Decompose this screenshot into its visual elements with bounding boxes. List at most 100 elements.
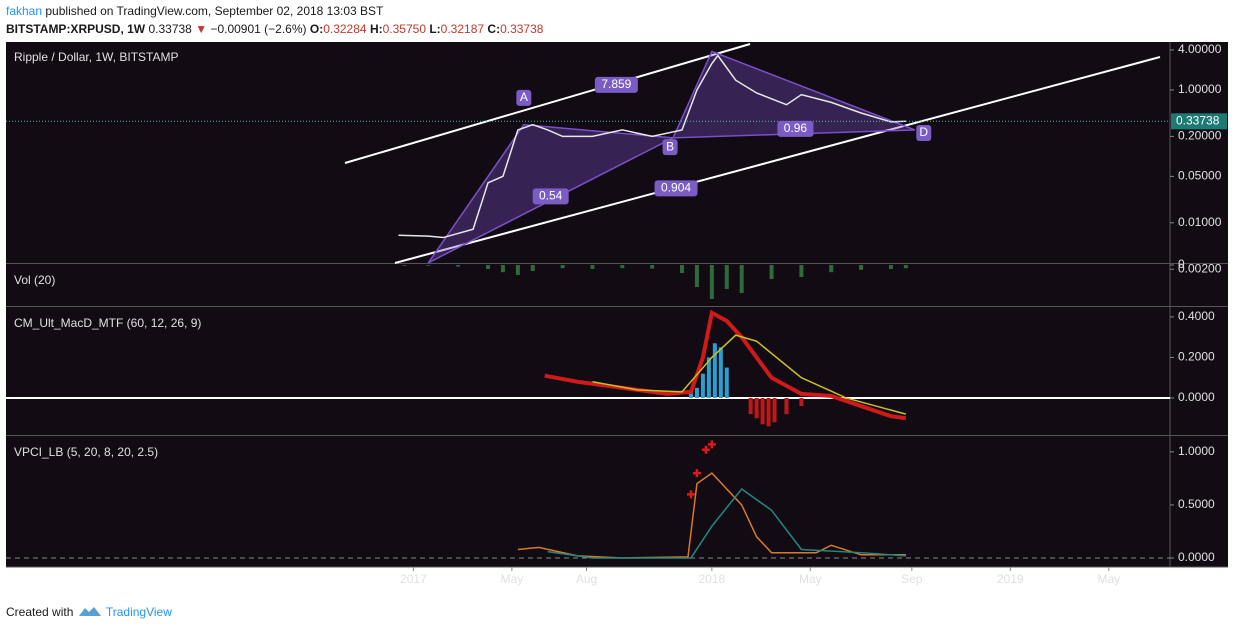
bar [515, 265, 520, 275]
l-label: L: [429, 22, 441, 36]
last-price-label: 0.33738 [1176, 113, 1220, 127]
y-tick-label: 0.2000 [1178, 350, 1215, 364]
annotation: 0.904 [661, 181, 691, 195]
bar [739, 265, 744, 293]
bar [829, 265, 834, 273]
annotation: A [520, 90, 528, 104]
close: 0.33738 [500, 22, 544, 36]
annotation: D [919, 125, 928, 139]
author[interactable]: fakhan [6, 4, 43, 18]
annotation: 7.859 [601, 77, 631, 91]
bar [718, 347, 723, 398]
symbol-line: BITSTAMP:XRPUSD, 1W 0.33738 ▼ −0.00901 (… [6, 22, 543, 36]
footer: Created with TradingView [6, 604, 172, 619]
created: Created with [6, 605, 74, 619]
change: −0.00901 (−2.6%) [210, 22, 307, 36]
y-tick-label: 0.00200 [1178, 261, 1222, 275]
y-tick-label: 1.0000 [1178, 444, 1215, 458]
o-label: O: [309, 22, 324, 36]
symbol: BITSTAMP:XRPUSD, 1W [6, 22, 146, 36]
y-tick-label: 4.00000 [1178, 42, 1222, 56]
chart-bg [6, 42, 1228, 567]
signal-marker [692, 469, 701, 478]
bar [700, 373, 705, 398]
bar [650, 265, 655, 269]
y-tick-label: 0.0000 [1178, 390, 1215, 404]
bar [709, 265, 714, 299]
bar [680, 265, 685, 273]
bar [560, 265, 565, 269]
h-label: H: [369, 22, 383, 36]
annotation-box [654, 180, 698, 197]
bar [694, 265, 699, 287]
y-tick-label: 0.01000 [1178, 215, 1222, 229]
signal-marker [707, 440, 716, 449]
bar [799, 265, 804, 277]
bar [859, 265, 864, 270]
pane-title: Ripple / Dollar, 1W, BITSTAMP [14, 50, 179, 64]
bar [724, 265, 729, 289]
annotation-box [662, 139, 678, 156]
bar [486, 265, 491, 269]
y-tick-label: 0.20000 [1178, 129, 1222, 143]
annotation-box [777, 120, 814, 137]
open: 0.32284 [323, 22, 367, 36]
annotation-box [594, 76, 638, 93]
bar [903, 265, 908, 269]
pane-title: Vol (20) [14, 273, 55, 287]
x-tick-label: May [1097, 572, 1120, 586]
annotation: B [666, 139, 674, 153]
annotation-box [532, 188, 569, 205]
x-tick-label: 2018 [699, 572, 726, 586]
publish-line: fakhan published on TradingView.com, Sep… [6, 4, 383, 18]
bar [500, 265, 505, 273]
annotation-box [916, 124, 932, 141]
bar [426, 265, 431, 266]
bar [712, 343, 717, 398]
last: 0.33738 [148, 22, 192, 36]
channel-line [344, 43, 751, 164]
pane-title: CM_Ult_MacD_MTF (60, 12, 26, 9) [14, 316, 201, 330]
c-label: C: [487, 22, 501, 36]
series-line [398, 54, 906, 239]
signal-marker [701, 445, 710, 454]
chart: Ripple / Dollar, 1W, BITSTAMP 4.00000 1.00… [6, 42, 1228, 586]
bar [799, 397, 804, 407]
bar [694, 387, 699, 398]
y-tick-label: 0.4000 [1178, 309, 1215, 323]
bar [760, 397, 765, 425]
y-tick-label: 0.05000 [1178, 169, 1222, 183]
annotation: 0.54 [539, 189, 563, 203]
annotation-box [516, 89, 532, 106]
bar [456, 265, 461, 267]
high: 0.35750 [382, 22, 426, 36]
bar [766, 397, 771, 427]
bar [784, 397, 789, 415]
y-tick-label: 1.00000 [1178, 82, 1222, 96]
low: 0.32187 [440, 22, 485, 36]
y-tick-label: 0.5000 [1178, 497, 1215, 511]
x-tick-label: Sep [901, 572, 923, 586]
arrow: ▼ [195, 22, 208, 36]
bar [754, 397, 759, 419]
x-tick-label: May [501, 572, 524, 586]
bar [590, 265, 595, 269]
brand[interactable]: TradingView [105, 605, 172, 619]
bar [769, 265, 774, 279]
signal-marker [686, 490, 695, 499]
x-tick-label: Aug [576, 572, 597, 586]
logo [78, 607, 101, 616]
series-line [547, 487, 906, 559]
bar [772, 397, 777, 423]
bar [530, 265, 535, 271]
x-tick-label: 2019 [997, 572, 1024, 586]
series-line [592, 334, 907, 415]
bar [748, 397, 753, 415]
x-tick-label: May [799, 572, 822, 586]
bar [688, 391, 693, 398]
bar [706, 357, 711, 398]
y-tick-label: 0 [1178, 257, 1185, 271]
y-tick-label: 0.0000 [1178, 550, 1215, 564]
pane-title: VPCI_LB (5, 20, 8, 20, 2.5) [14, 445, 158, 459]
